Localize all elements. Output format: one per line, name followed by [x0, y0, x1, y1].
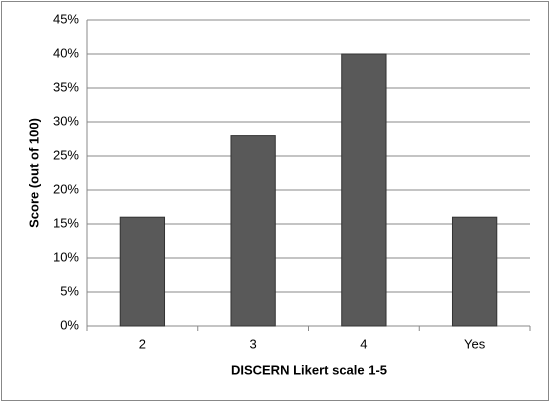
y-tick-label: 0% — [60, 317, 79, 332]
x-tick-label: 4 — [360, 336, 367, 351]
x-axis-title: DISCERN Likert scale 1-5 — [231, 362, 387, 377]
y-axis-title: Score (out of 100) — [26, 118, 41, 228]
y-tick-label: 20% — [53, 181, 79, 196]
bar — [230, 135, 276, 327]
y-tick-label: 30% — [53, 113, 79, 128]
y-tick-label: 10% — [53, 249, 79, 264]
bar — [341, 53, 387, 327]
bar — [451, 216, 498, 327]
y-tick-label: 25% — [53, 147, 79, 162]
y-tick-label: 40% — [53, 45, 79, 60]
y-tick-label: 15% — [53, 215, 79, 230]
x-tick-label: Yes — [464, 336, 486, 351]
bar — [119, 216, 166, 327]
y-tick-label: 5% — [60, 283, 79, 298]
x-tick-label: 2 — [139, 336, 146, 351]
x-tick-label: 3 — [250, 336, 257, 351]
y-tick-label: 35% — [53, 79, 79, 94]
y-tick-label: 45% — [53, 11, 79, 26]
